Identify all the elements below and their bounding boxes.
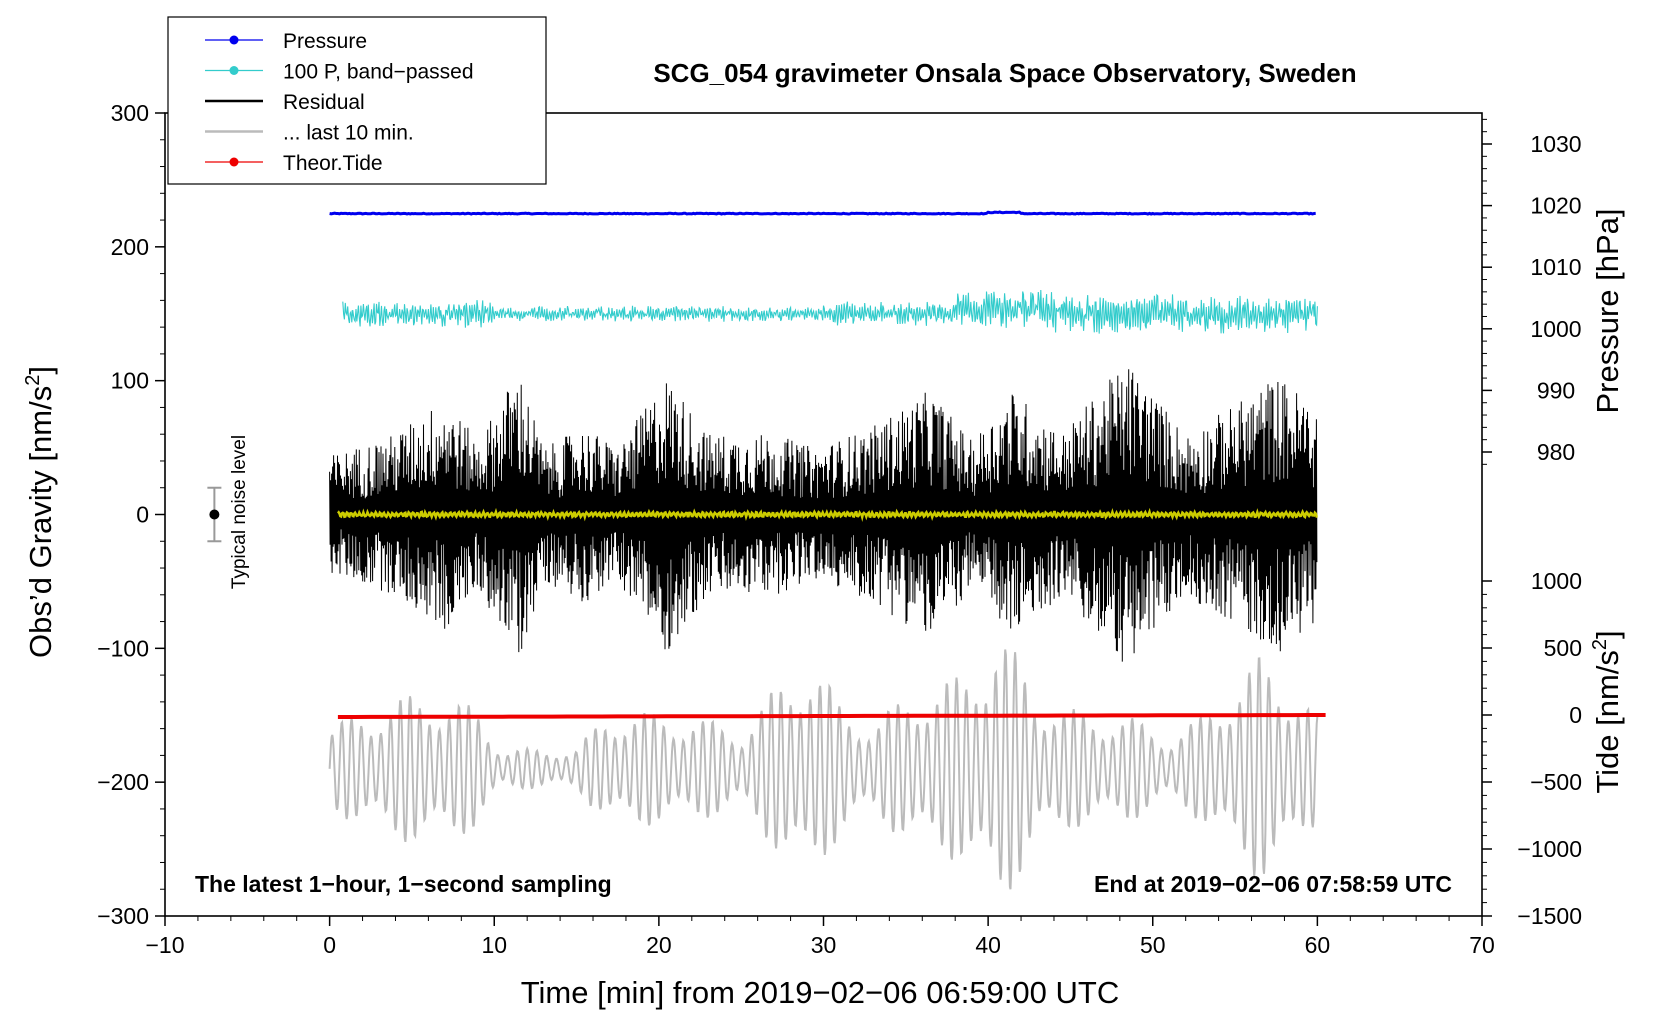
x-tick-label: 20 — [646, 932, 672, 958]
legend-label: ... last 10 min. — [283, 122, 414, 145]
legend-swatch-dot — [229, 66, 239, 75]
tide-tick-label: −1500 — [1517, 903, 1582, 929]
y-tick-label: 100 — [111, 368, 149, 394]
x-tick-label: 50 — [1140, 932, 1166, 958]
legend-label: Residual — [283, 91, 365, 114]
x-tick-label: −10 — [145, 932, 184, 958]
x-tick-label: 70 — [1469, 932, 1495, 958]
y-tick-label: 200 — [111, 234, 149, 260]
noise-level-label: Typical noise level — [229, 435, 250, 589]
tide-tick-label: 1000 — [1531, 568, 1582, 594]
noise-bar-dot — [209, 509, 220, 520]
x-tick-label: 0 — [323, 932, 336, 958]
legend-label: Pressure — [283, 30, 367, 53]
x-tick-label: 40 — [975, 932, 1001, 958]
x-tick-label: 10 — [481, 932, 507, 958]
tide-tick-label: 500 — [1544, 635, 1582, 661]
chart-title: SCG_054 gravimeter Onsala Space Observat… — [653, 58, 1356, 88]
theoretical-tide-line — [337, 713, 1326, 719]
residual-line — [329, 369, 1318, 662]
pressure-series-line — [329, 210, 1316, 216]
legend-label: Theor.Tide — [283, 152, 383, 175]
tide-axis-title-main: Tide [nm/s — [1590, 650, 1625, 794]
y-axis-title-sup: 2 — [22, 375, 44, 386]
tide-tick-label: −500 — [1530, 769, 1582, 795]
x-tick-label: 60 — [1305, 932, 1331, 958]
tide-tick-label: 0 — [1569, 702, 1582, 728]
y-axis-title-main: Obs’d Gravity [nm/s — [23, 386, 58, 658]
bandpassed-pressure-line — [342, 289, 1318, 334]
pressure-tick-label: 990 — [1537, 377, 1575, 403]
y-tick-label: 0 — [136, 502, 149, 528]
pressure-tick-label: 1030 — [1530, 131, 1581, 157]
pressure-tick-label: 1010 — [1530, 254, 1581, 280]
legend-swatch-dot — [229, 157, 239, 167]
annotation-end-time: End at 2019−02−06 07:58:59 UTC — [1094, 871, 1452, 897]
tide-axis-title-sup: 2 — [1589, 639, 1611, 650]
y-tick-label: −200 — [97, 769, 149, 795]
legend-label: 100 P, band−passed — [283, 61, 474, 84]
tide-axis-title: Tide [nm/s2] — [1589, 630, 1625, 793]
y-tick-label: 300 — [111, 100, 149, 126]
y-axis-title: Obs’d Gravity [nm/s2] — [22, 366, 58, 658]
y-tick-label: −100 — [97, 635, 149, 661]
residual-smoothed-line — [336, 507, 1318, 523]
pressure-tick-label: 980 — [1537, 439, 1575, 465]
tide-axis-title-close: ] — [1590, 630, 1625, 639]
annotation-sampling: The latest 1−hour, 1−second sampling — [195, 871, 612, 897]
ticks-layer: −10 0 10 20 30 40 50 60 70−300−200−1000100200300… — [97, 100, 1582, 958]
pressure-tick-label: 1020 — [1530, 193, 1581, 219]
legend-swatch-dot — [229, 35, 239, 45]
y-axis-title-close: ] — [23, 366, 58, 375]
legend: Pressure 100 P, band−passed Residual ... la… — [167, 16, 547, 185]
noise-level-indicator — [207, 486, 222, 543]
x-axis-title: Time [min] from 2019−02−06 06:59:00 UTC — [521, 975, 1120, 1010]
x-tick-label: 30 — [811, 932, 837, 958]
pressure-axis-title: Pressure [hPa] — [1590, 208, 1625, 413]
y-tick-label: −300 — [97, 903, 149, 929]
series-layer — [328, 210, 1326, 890]
pressure-tick-label: 1000 — [1530, 316, 1581, 342]
last-10-min-line — [328, 649, 1319, 890]
tide-tick-label: −1000 — [1517, 836, 1582, 862]
